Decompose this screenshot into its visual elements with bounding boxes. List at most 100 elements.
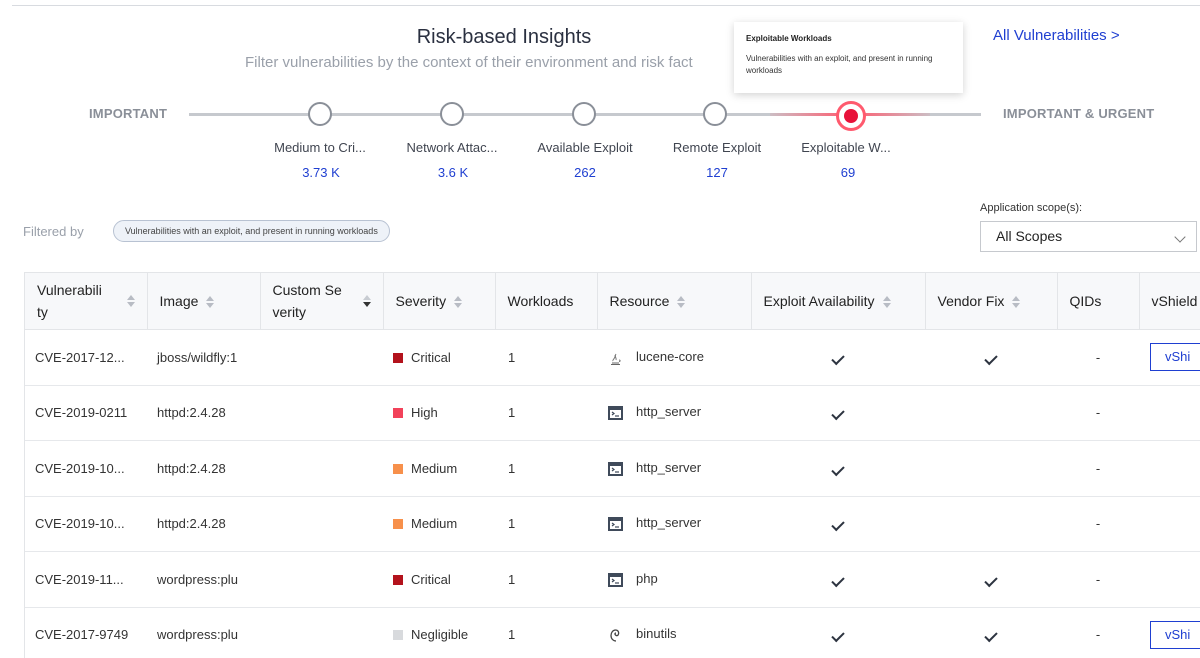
col-header-custom-severity[interactable]: Custom Se verity bbox=[260, 272, 384, 330]
col-header-label: Vendor Fix bbox=[937, 293, 1005, 309]
vshield-button[interactable]: vShi bbox=[1150, 343, 1200, 372]
col-header-vendor-fix[interactable]: Vendor Fix bbox=[925, 272, 1058, 330]
cve-id[interactable]: CVE-2017-9749 bbox=[35, 627, 129, 643]
cell-workloads[interactable]: 1 bbox=[495, 551, 597, 608]
cve-id[interactable]: CVE-2019-0211 bbox=[35, 405, 128, 421]
risk-stop-count[interactable]: 127 bbox=[706, 165, 728, 180]
severity-label: Medium bbox=[411, 516, 458, 532]
sort-desc-icon[interactable] bbox=[362, 295, 371, 307]
workload-count[interactable]: 1 bbox=[508, 516, 516, 532]
cell-workloads[interactable]: 1 bbox=[495, 385, 597, 441]
sort-icon[interactable] bbox=[126, 295, 135, 307]
sort-icon[interactable] bbox=[677, 296, 686, 309]
col-header-exploit-availability[interactable]: Exploit Availability bbox=[751, 272, 926, 330]
risk-stop-count[interactable]: 3.6 K bbox=[437, 165, 469, 180]
col-header-vulnerability[interactable]: Vulnerabili ty bbox=[25, 272, 148, 330]
cve-id[interactable]: CVE-2017-12... bbox=[35, 349, 125, 365]
cell-severity: Critical bbox=[383, 551, 495, 608]
scope-select[interactable]: All Scopes bbox=[980, 221, 1197, 252]
col-header-severity[interactable]: Severity bbox=[383, 272, 496, 330]
col-header-label: vShield bbox=[1151, 293, 1198, 309]
cell-vshield: vShi bbox=[1139, 607, 1200, 658]
cell-vshield: vShi bbox=[1139, 329, 1200, 386]
cell-vshield bbox=[1139, 551, 1200, 608]
cell-workloads[interactable]: 1 bbox=[495, 607, 597, 658]
risk-stop-medium-to-critical[interactable] bbox=[308, 102, 332, 126]
sort-icon[interactable] bbox=[1012, 296, 1021, 309]
risk-stop-count[interactable]: 3.73 K bbox=[302, 165, 340, 180]
cell-vendor-fix bbox=[925, 329, 1057, 386]
table-row[interactable]: CVE-2019-10... httpd:2.4.28 Medium 1 http_se… bbox=[25, 496, 1200, 552]
table-row[interactable]: CVE-2019-0211 httpd:2.4.28 High 1 http_serve… bbox=[25, 385, 1200, 441]
workload-count[interactable]: 1 bbox=[508, 571, 516, 587]
cell-workloads[interactable]: 1 bbox=[495, 440, 597, 497]
workload-count[interactable]: 1 bbox=[508, 349, 516, 365]
cell-resource: http_server bbox=[597, 385, 751, 441]
qids-value: - bbox=[1095, 460, 1101, 476]
cell-workloads[interactable]: 1 bbox=[495, 329, 597, 386]
risk-stop-network-attack[interactable] bbox=[440, 102, 464, 126]
cell-vulnerability[interactable]: CVE-2019-10... bbox=[25, 496, 147, 552]
chevron-down-icon bbox=[1174, 231, 1186, 243]
cell-qids: - bbox=[1057, 329, 1139, 386]
cell-vulnerability[interactable]: CVE-2017-12... bbox=[25, 329, 147, 386]
sort-icon[interactable] bbox=[454, 296, 463, 309]
cell-image: wordpress:plu bbox=[147, 551, 260, 608]
risk-stop-available-exploit[interactable] bbox=[572, 102, 596, 126]
cell-exploit bbox=[751, 607, 925, 658]
page-subtitle: Filter vulnerabilities by the context of… bbox=[245, 54, 693, 71]
scope-select-value: All Scopes bbox=[996, 228, 1063, 244]
table-row[interactable]: CVE-2017-9749 wordpress:plu Negligible 1 bin… bbox=[25, 607, 1200, 658]
active-filter-chip[interactable]: Vulnerabilities with an exploit, and pre… bbox=[113, 220, 390, 242]
check-icon bbox=[831, 462, 845, 476]
table-row[interactable]: CVE-2017-12... jboss/wildfly:1 Critical 1 lu… bbox=[25, 329, 1200, 386]
cve-id[interactable]: CVE-2019-11... bbox=[35, 571, 124, 587]
cve-id[interactable]: CVE-2019-10... bbox=[35, 516, 125, 532]
cell-vulnerability[interactable]: CVE-2019-10... bbox=[25, 440, 147, 497]
cell-severity: Critical bbox=[383, 329, 495, 386]
java-icon bbox=[611, 353, 621, 365]
vshield-button[interactable]: vShi bbox=[1150, 620, 1200, 649]
risk-stop-count[interactable]: 69 bbox=[840, 165, 856, 180]
resource-name: php bbox=[636, 570, 658, 586]
cell-vendor-fix bbox=[925, 607, 1057, 658]
risk-stop-exploitable-workloads[interactable] bbox=[836, 101, 866, 131]
col-header-image[interactable]: Image bbox=[147, 272, 261, 330]
cell-vulnerability[interactable]: CVE-2019-11... bbox=[25, 551, 147, 608]
cell-custom-severity bbox=[260, 607, 383, 658]
cell-qids: - bbox=[1057, 385, 1139, 441]
all-vulnerabilities-link[interactable]: All Vulnerabilities > bbox=[993, 27, 1120, 44]
vulnerability-table: Vulnerabili ty Image Custom Se verity Seve… bbox=[24, 272, 1200, 658]
col-header-workloads: Workloads bbox=[495, 272, 598, 330]
cell-image: httpd:2.4.28 bbox=[147, 496, 260, 552]
cve-id[interactable]: CVE-2019-10... bbox=[35, 460, 125, 476]
col-header-resource[interactable]: Resource bbox=[597, 272, 752, 330]
sort-icon[interactable] bbox=[882, 296, 891, 309]
cell-vulnerability[interactable]: CVE-2019-0211 bbox=[25, 385, 147, 441]
risk-stop-count[interactable]: 262 bbox=[574, 165, 596, 180]
workload-count[interactable]: 1 bbox=[508, 460, 516, 476]
cell-image: jboss/wildfly:1 bbox=[147, 329, 260, 386]
sort-icon[interactable] bbox=[206, 296, 215, 309]
table-row[interactable]: CVE-2019-11... wordpress:plu Critical 1 php - bbox=[25, 551, 1200, 608]
workload-count[interactable]: 1 bbox=[508, 627, 516, 643]
check-icon bbox=[831, 351, 845, 365]
image-name: wordpress:plu bbox=[157, 627, 238, 643]
severity-label: Negligible bbox=[411, 627, 469, 643]
cell-exploit bbox=[751, 551, 925, 608]
tooltip-body: Vulnerabilities with an exploit, and pre… bbox=[746, 54, 933, 75]
workload-count[interactable]: 1 bbox=[508, 405, 516, 421]
check-icon bbox=[984, 573, 998, 587]
cell-workloads[interactable]: 1 bbox=[495, 496, 597, 552]
cell-vendor-fix bbox=[925, 551, 1057, 608]
terminal-icon bbox=[608, 572, 623, 587]
cell-severity: Medium bbox=[383, 496, 495, 552]
resource-name: http_server bbox=[636, 515, 702, 531]
cell-vulnerability[interactable]: CVE-2017-9749 bbox=[25, 607, 147, 658]
cell-image: wordpress:plu bbox=[147, 607, 260, 658]
resource-name: lucene-core bbox=[636, 348, 704, 364]
cell-vendor-fix bbox=[925, 496, 1057, 552]
severity-label: Critical bbox=[411, 349, 451, 365]
risk-stop-remote-exploit[interactable] bbox=[703, 102, 727, 126]
table-row[interactable]: CVE-2019-10... httpd:2.4.28 Medium 1 http_se… bbox=[25, 440, 1200, 497]
